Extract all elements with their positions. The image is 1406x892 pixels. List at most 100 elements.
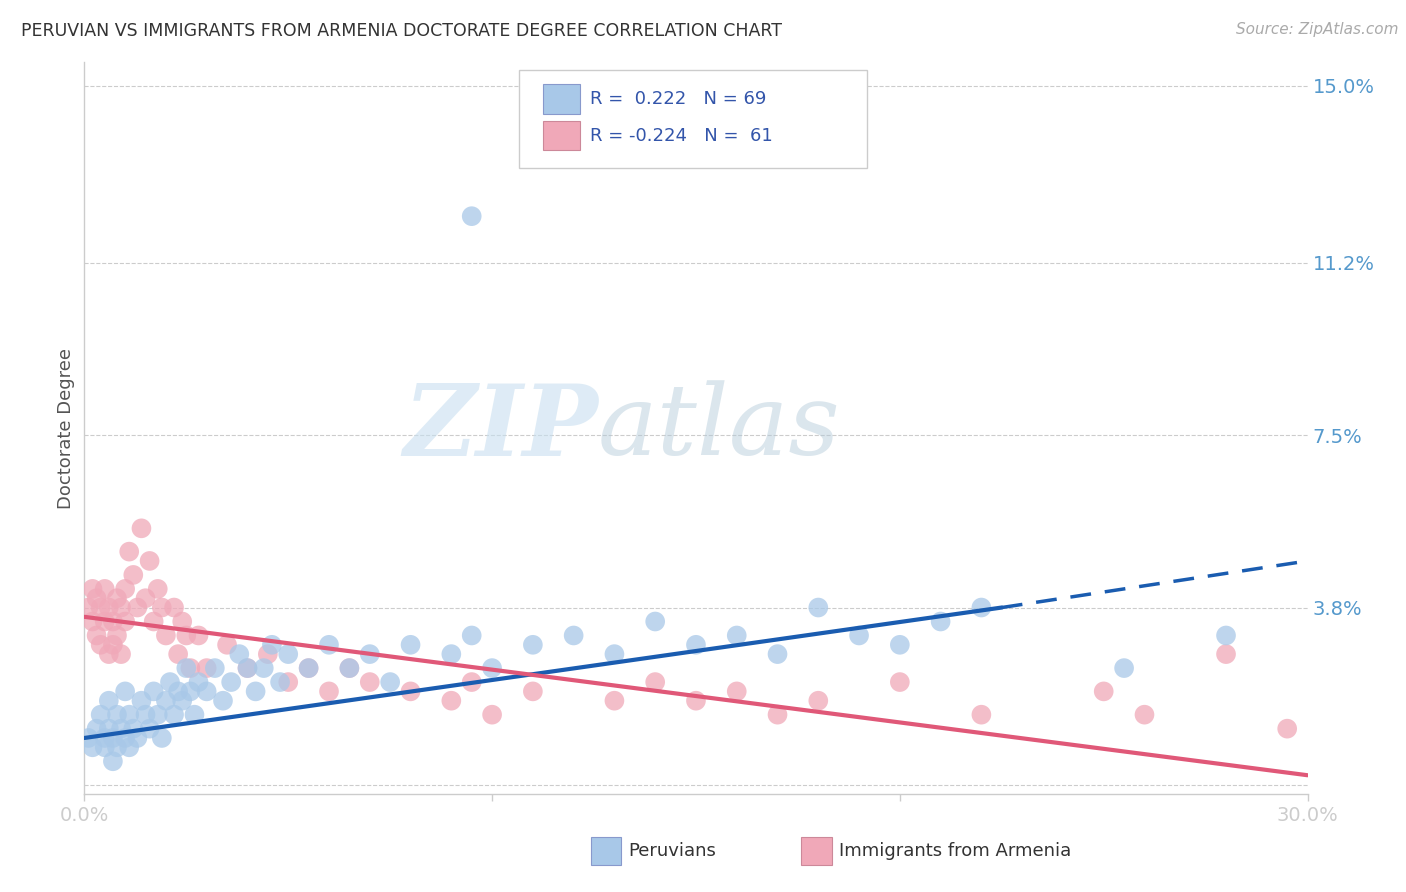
Point bbox=[603, 647, 626, 661]
Point bbox=[86, 628, 108, 642]
Point bbox=[114, 615, 136, 629]
Point bbox=[114, 684, 136, 698]
Point bbox=[461, 675, 484, 690]
Point bbox=[118, 544, 141, 558]
Point bbox=[82, 615, 104, 629]
Point bbox=[236, 661, 259, 675]
Point bbox=[101, 731, 124, 745]
Point bbox=[90, 600, 112, 615]
Point bbox=[1215, 628, 1237, 642]
Point bbox=[889, 638, 911, 652]
Text: atlas: atlas bbox=[598, 381, 841, 475]
Point bbox=[644, 615, 666, 629]
Point bbox=[195, 684, 218, 698]
Point bbox=[86, 722, 108, 736]
Point bbox=[889, 675, 911, 690]
Point bbox=[135, 591, 157, 606]
Point bbox=[122, 722, 145, 736]
Point bbox=[176, 628, 198, 642]
Point bbox=[172, 694, 194, 708]
Text: Immigrants from Armenia: Immigrants from Armenia bbox=[839, 842, 1071, 860]
Point bbox=[204, 661, 226, 675]
Point bbox=[1133, 707, 1156, 722]
Point bbox=[236, 661, 259, 675]
Point bbox=[339, 661, 361, 675]
Point bbox=[522, 638, 544, 652]
Point bbox=[97, 600, 120, 615]
Point bbox=[176, 661, 198, 675]
Point bbox=[90, 707, 112, 722]
Point bbox=[105, 628, 128, 642]
Point bbox=[380, 675, 402, 690]
Point bbox=[167, 647, 190, 661]
Point bbox=[1215, 647, 1237, 661]
Point bbox=[766, 707, 789, 722]
Point bbox=[562, 628, 585, 642]
Point bbox=[298, 661, 321, 675]
Point bbox=[114, 731, 136, 745]
Point bbox=[245, 684, 267, 698]
Point bbox=[298, 661, 321, 675]
Point bbox=[150, 731, 173, 745]
Point bbox=[131, 694, 153, 708]
Point bbox=[318, 684, 340, 698]
Point bbox=[110, 722, 132, 736]
Point bbox=[97, 694, 120, 708]
Point bbox=[929, 615, 952, 629]
Point bbox=[82, 740, 104, 755]
Point bbox=[1114, 661, 1136, 675]
Y-axis label: Doctorate Degree: Doctorate Degree bbox=[56, 348, 75, 508]
Point bbox=[101, 754, 124, 768]
Point bbox=[807, 600, 830, 615]
Point bbox=[105, 591, 128, 606]
Point bbox=[195, 661, 218, 675]
Text: Peruvians: Peruvians bbox=[628, 842, 716, 860]
Text: R = -0.224   N =  61: R = -0.224 N = 61 bbox=[589, 127, 772, 145]
Point bbox=[101, 638, 124, 652]
Point bbox=[339, 661, 361, 675]
Point bbox=[187, 628, 209, 642]
Point bbox=[461, 209, 484, 223]
Point bbox=[644, 675, 666, 690]
Point bbox=[461, 628, 484, 642]
Point bbox=[142, 615, 165, 629]
Point bbox=[481, 707, 503, 722]
Point bbox=[217, 638, 239, 652]
Point bbox=[228, 647, 250, 661]
Point bbox=[179, 684, 201, 698]
Point bbox=[359, 647, 381, 661]
Point bbox=[163, 707, 186, 722]
Point bbox=[105, 707, 128, 722]
Point bbox=[114, 582, 136, 596]
Point bbox=[440, 647, 463, 661]
Point bbox=[359, 675, 381, 690]
Point bbox=[179, 661, 201, 675]
Point bbox=[257, 647, 280, 661]
Point bbox=[183, 707, 205, 722]
Point bbox=[131, 521, 153, 535]
Point bbox=[766, 647, 789, 661]
Point bbox=[101, 615, 124, 629]
Point bbox=[807, 694, 830, 708]
Point bbox=[93, 740, 117, 755]
Point bbox=[90, 638, 112, 652]
Point bbox=[848, 628, 870, 642]
Point bbox=[219, 675, 242, 690]
Point bbox=[399, 684, 422, 698]
Text: R =  0.222   N = 69: R = 0.222 N = 69 bbox=[589, 90, 766, 108]
Text: PERUVIAN VS IMMIGRANTS FROM ARMENIA DOCTORATE DEGREE CORRELATION CHART: PERUVIAN VS IMMIGRANTS FROM ARMENIA DOCT… bbox=[21, 22, 782, 40]
Point bbox=[318, 638, 340, 652]
Text: ZIP: ZIP bbox=[404, 380, 598, 476]
Point bbox=[260, 638, 283, 652]
Point bbox=[440, 694, 463, 708]
Point bbox=[163, 600, 186, 615]
FancyBboxPatch shape bbox=[543, 85, 579, 113]
Point bbox=[187, 675, 209, 690]
Point bbox=[118, 740, 141, 755]
Point bbox=[1277, 722, 1299, 736]
Point bbox=[135, 707, 157, 722]
Point bbox=[146, 582, 169, 596]
Point bbox=[970, 707, 993, 722]
Point bbox=[86, 591, 108, 606]
Point bbox=[685, 638, 707, 652]
